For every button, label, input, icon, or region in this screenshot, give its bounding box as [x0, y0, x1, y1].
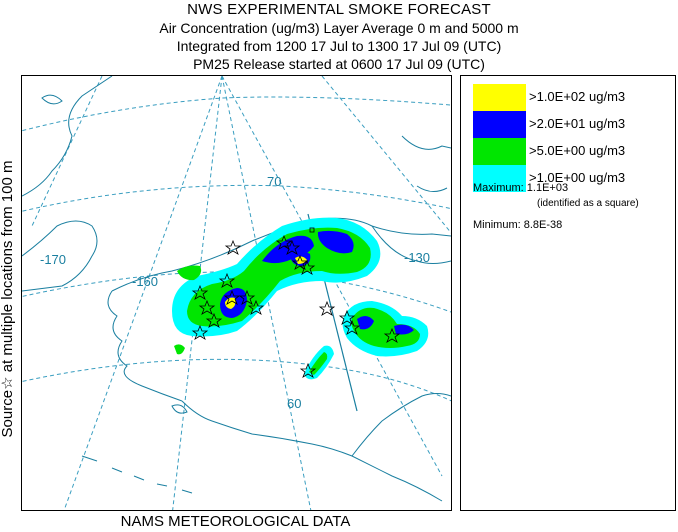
lon-label-130: -130	[404, 250, 430, 265]
legend-swatch-blue	[473, 111, 526, 138]
legend-item-gt5: >5.0E+00 ug/m3	[473, 138, 673, 165]
source-side-label: Source☆ at multiple locations from 100 m	[0, 160, 16, 438]
integration-period: Integrated from 1200 17 Jul to 1300 17 J…	[176, 38, 502, 54]
source-markers	[191, 234, 401, 378]
maximum-value: Maximum: 1.1E+03	[473, 182, 569, 194]
smoke-plume-south	[174, 344, 334, 380]
legend-item-gt1: >1.0E+00 ug/m3	[473, 165, 673, 192]
legend-label: >2.0E+01 ug/m3	[529, 116, 626, 131]
lon-label-170: -170	[40, 252, 66, 267]
lat-label-70: 70	[267, 174, 281, 189]
latitude-lines	[22, 96, 451, 402]
legend-label: >5.0E+00 ug/m3	[529, 143, 626, 158]
legend-label: >1.0E+00 ug/m3	[529, 170, 626, 185]
legend-label: >1.0E+02 ug/m3	[529, 89, 626, 104]
legend-item-gt20: >2.0E+01 ug/m3	[473, 111, 673, 138]
smoke-plume-yukon	[342, 301, 429, 357]
forecast-title: NWS EXPERIMENTAL SMOKE FORECAST	[187, 1, 491, 18]
lon-label-160: -160	[132, 274, 158, 289]
maximum-note: (identified as a square)	[537, 198, 639, 209]
smoke-map: -170 -160 -130 70 60	[22, 76, 451, 510]
legend-swatch-cyan	[473, 165, 526, 192]
map-panel: -170 -160 -130 70 60	[21, 75, 452, 511]
coastlines	[22, 76, 451, 502]
legend-item-gt100: >1.0E+02 ug/m3	[473, 84, 673, 111]
minimum-value: Minimum: 8.8E-38	[473, 219, 563, 231]
release-info: PM25 Release started at 0600 17 Jul 09 (…	[193, 56, 485, 72]
legend-swatch-green	[473, 138, 526, 165]
lat-label-60: 60	[287, 396, 301, 411]
maximum-square-marker	[309, 227, 315, 233]
concentration-subtitle: Air Concentration (ug/m3) Layer Average …	[159, 20, 519, 36]
met-data-label: NAMS METEOROLOGICAL DATA	[120, 513, 351, 530]
legend-swatch-yellow	[473, 84, 526, 111]
legend-panel: >1.0E+02 ug/m3 >2.0E+01 ug/m3 >5.0E+00 u…	[460, 75, 676, 511]
